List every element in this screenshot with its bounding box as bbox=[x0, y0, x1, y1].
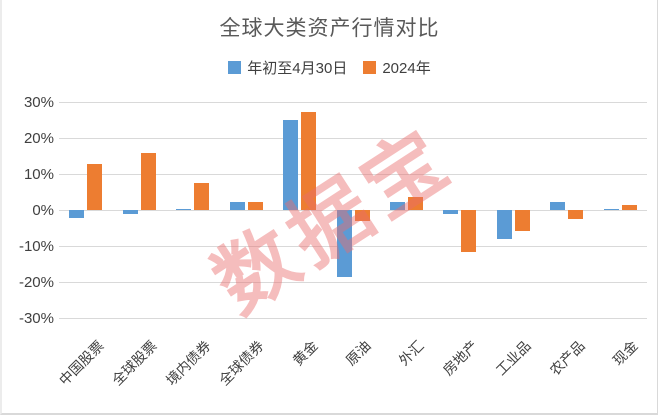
gridline bbox=[59, 318, 647, 319]
bar-ytd-1 bbox=[69, 210, 85, 218]
bar-ytd-7 bbox=[389, 202, 405, 210]
bar-2024-7 bbox=[407, 196, 423, 210]
legend-label-2024: 2024年 bbox=[382, 60, 431, 77]
bar-ytd-5 bbox=[283, 120, 299, 210]
gridline bbox=[59, 210, 647, 211]
bar-2024-8 bbox=[461, 210, 477, 253]
gridline bbox=[59, 102, 647, 103]
bar-2024-9 bbox=[514, 210, 530, 232]
bar-2024-1 bbox=[87, 164, 103, 210]
watermark: 数据宝 bbox=[198, 110, 468, 330]
chart-title: 全球大类资产行情对比 bbox=[219, 17, 440, 40]
gridline bbox=[59, 246, 647, 247]
bar-2024-4 bbox=[247, 201, 263, 210]
legend-label-ytd: 年初至4月30日 bbox=[247, 60, 348, 77]
bar-2024-11 bbox=[621, 205, 637, 210]
bar-ytd-8 bbox=[443, 210, 459, 214]
bar-ytd-2 bbox=[122, 210, 138, 214]
bar-2024-2 bbox=[140, 153, 156, 210]
bar-ytd-4 bbox=[229, 201, 245, 210]
gridline bbox=[59, 174, 647, 175]
legend-swatch-ytd bbox=[228, 61, 242, 74]
y-axis-tick-label: 20% bbox=[23, 130, 54, 147]
gridline bbox=[59, 138, 647, 139]
bar-ytd-3 bbox=[176, 208, 192, 210]
bar-ytd-10 bbox=[550, 202, 566, 210]
bar-2024-3 bbox=[194, 183, 210, 210]
legend: 年初至4月30日 2024年 bbox=[2, 57, 657, 78]
bar-2024-6 bbox=[354, 210, 370, 222]
y-axis-tick-label: 10% bbox=[23, 166, 54, 183]
legend-item-ytd: 年初至4月30日 bbox=[228, 57, 347, 78]
legend-item-2024: 2024年 bbox=[363, 57, 431, 78]
y-axis-tick-label: 30% bbox=[23, 94, 54, 111]
y-axis-tick-label: -10% bbox=[18, 238, 54, 255]
legend-swatch-2024 bbox=[363, 61, 377, 74]
bar-ytd-9 bbox=[496, 210, 512, 239]
bar-ytd-6 bbox=[336, 210, 352, 277]
y-axis-tick-label: -20% bbox=[18, 274, 54, 291]
bar-ytd-11 bbox=[603, 208, 619, 210]
y-axis-tick-label: 0% bbox=[32, 202, 54, 219]
y-axis-tick-label: -30% bbox=[18, 310, 54, 327]
bar-2024-10 bbox=[568, 210, 584, 219]
bar-2024-5 bbox=[301, 111, 317, 210]
gridline bbox=[59, 282, 647, 283]
